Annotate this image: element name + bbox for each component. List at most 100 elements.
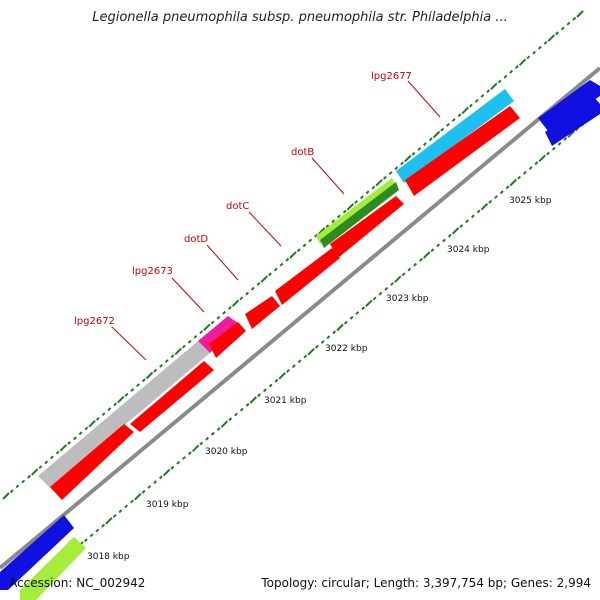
scale-label-3024: 3024 kbp — [447, 245, 490, 255]
inner-tick — [199, 441, 204, 446]
gene-feature-red-2[interactable] — [130, 361, 214, 432]
outer-tick — [245, 291, 250, 296]
inner-tick — [170, 465, 175, 470]
inner-tick — [205, 436, 210, 441]
gene-feature-blue-right[interactable] — [538, 80, 600, 131]
inner-tick — [112, 514, 117, 518]
inner-tick — [124, 504, 129, 509]
outer-tick — [159, 363, 163, 368]
outer-tick — [375, 178, 383, 187]
inner-strand-features — [50, 97, 600, 500]
gene-feature-blue-left[interactable] — [0, 515, 74, 590]
inner-tick — [390, 282, 394, 286]
outer-tick — [382, 175, 387, 180]
outer-tick — [38, 465, 43, 470]
outer-tick — [331, 219, 336, 224]
outer-tick — [457, 113, 462, 118]
gene-feature-red-7[interactable] — [405, 106, 520, 196]
scale-label-3019: 3019 kbp — [146, 500, 189, 510]
outer-tick — [503, 74, 508, 79]
inner-tick — [257, 393, 262, 398]
outer-tick — [560, 26, 565, 31]
inner-tick — [153, 480, 158, 485]
outer-tick — [84, 426, 89, 431]
outer-tick — [543, 40, 548, 45]
outer-tick — [199, 330, 204, 335]
outer-tick — [181, 344, 186, 349]
inner-tick — [355, 311, 360, 315]
outer-tick — [354, 200, 359, 204]
inner-tick — [470, 214, 475, 219]
outer-tick — [95, 416, 100, 421]
inner-tick — [436, 243, 441, 248]
backbone-line — [0, 66, 600, 570]
inner-tick — [394, 275, 402, 283]
outer-tick — [164, 359, 169, 363]
outer-tick — [576, 10, 584, 18]
accession-text: Accession: NC_002942 — [9, 576, 146, 590]
outer-tick — [317, 227, 326, 235]
topology-summary: Topology: circular; Length: 3,397,754 bp… — [261, 576, 591, 590]
outer-tick — [216, 315, 221, 320]
inner-tick — [234, 412, 238, 417]
inner-tick — [130, 499, 134, 504]
outer-tick — [227, 306, 232, 310]
gene-feature-red-5[interactable] — [275, 248, 340, 305]
inner-tick — [567, 130, 575, 138]
outer-tick — [141, 378, 146, 383]
inner-tick — [220, 420, 229, 428]
inner-tick — [249, 396, 258, 404]
label-dotD[interactable]: dotD — [184, 234, 208, 245]
outer-tick — [101, 412, 106, 417]
inner-tick — [278, 372, 286, 380]
inner-tick — [365, 299, 373, 308]
gene-feature-red-3[interactable] — [209, 322, 246, 358]
inner-tick — [182, 456, 186, 460]
label-dotC[interactable]: dotC — [226, 201, 249, 212]
label-lpg2672[interactable]: lpg2672 — [74, 316, 115, 327]
gene-feature-red-1[interactable] — [50, 424, 134, 500]
inner-tick — [101, 523, 106, 528]
inner-tick — [538, 154, 546, 163]
outer-tick — [193, 334, 198, 339]
inner-tick — [349, 315, 354, 320]
outer-tick — [388, 171, 393, 176]
gene-feature-red-4[interactable] — [245, 296, 280, 329]
gene-feature-green-left[interactable] — [20, 537, 86, 600]
label-lpg2673[interactable]: lpg2673 — [132, 266, 173, 277]
gene-feature-lpg2672[interactable] — [38, 341, 210, 488]
inner-tick — [378, 291, 383, 296]
inner-tick — [158, 475, 163, 480]
outer-tick — [9, 489, 14, 494]
inner-tick — [522, 170, 527, 175]
scale-label-3020: 3020 kbp — [205, 447, 248, 457]
inner-tick — [307, 347, 315, 356]
gene-feature-lpg2677[interactable] — [396, 89, 514, 183]
inner-tick — [274, 378, 279, 383]
outer-tick — [260, 275, 269, 283]
inner-tick — [372, 296, 377, 301]
label-dotB[interactable]: dotB — [291, 147, 314, 158]
outer-tick — [289, 251, 297, 259]
inner-tick — [162, 468, 171, 477]
gene-feature-red-6[interactable] — [330, 196, 404, 258]
outer-tick — [555, 31, 559, 36]
inner-tick — [228, 417, 233, 422]
inner-tick — [343, 320, 348, 325]
gene-feature-blue-inner[interactable] — [545, 97, 600, 146]
outer-tick — [461, 106, 469, 115]
label-lpg2677[interactable]: lpg2677 — [371, 71, 412, 82]
inner-tick — [476, 209, 481, 214]
inner-tick — [141, 489, 146, 494]
inner-tick — [314, 344, 319, 349]
outer-tick — [359, 195, 364, 200]
gene-feature-dotB-light[interactable] — [316, 178, 396, 244]
outer-strand-features — [0, 80, 600, 600]
outer-tick — [124, 392, 129, 397]
outer-tick — [268, 272, 272, 277]
outer-tick — [532, 50, 537, 55]
outer-tick — [432, 130, 441, 139]
leader-dotB — [311, 157, 345, 195]
gene-feature-lpg2673[interactable] — [198, 316, 238, 353]
outer-tick — [308, 238, 313, 243]
